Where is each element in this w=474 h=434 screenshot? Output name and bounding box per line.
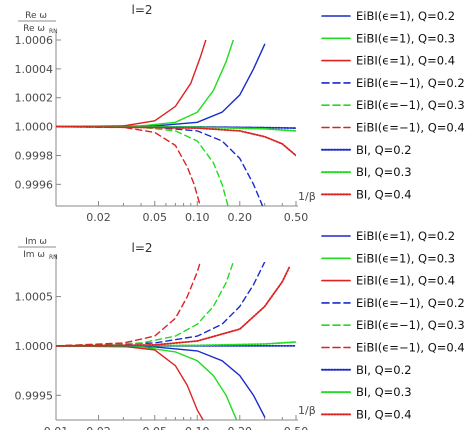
series-line-3 xyxy=(56,345,204,420)
legend-label: EiBI(ϵ=1), Q=0.3 xyxy=(356,31,455,45)
series-line-9 xyxy=(56,266,291,347)
chart-panel-1: 0.9996 0.9998 1.0000 1.0002 1.0004 1.0006 0.02… xyxy=(15,3,465,224)
x-tick-label: 0.01 xyxy=(44,425,69,430)
y-axis-label-subscript: RN xyxy=(49,28,58,35)
x-tick-label: 0.20 xyxy=(228,211,253,224)
series-line-3 xyxy=(56,40,207,128)
x-tick-label: 0.10 xyxy=(185,211,210,224)
y-axis-label-numerator: Im ω xyxy=(25,237,47,247)
y-tick-label: 1.0000 xyxy=(15,121,54,134)
legend-label: BI, Q=0.3 xyxy=(356,385,412,399)
series-group xyxy=(56,262,296,420)
y-tick-label: 1.0004 xyxy=(15,63,54,76)
series-line-2 xyxy=(56,40,234,128)
y-tick-label: 1.0005 xyxy=(15,291,54,304)
series-line-1 xyxy=(56,43,266,128)
y-tick-label: 0.9998 xyxy=(15,149,54,162)
x-tick-label: 0.50 xyxy=(284,211,309,224)
y-axis-label-subscript: RN xyxy=(49,254,58,261)
series-line-4 xyxy=(56,262,266,347)
x-axis-label: 1/β xyxy=(298,190,316,203)
legend-label: EiBI(ϵ=−1), Q=0.3 xyxy=(356,318,465,332)
y-axis-label-denominator: Re ω xyxy=(23,24,45,34)
x-tick-label: 0.50 xyxy=(284,425,309,430)
series-line-6 xyxy=(56,262,201,347)
series-line-9 xyxy=(56,125,296,157)
chart-title: l=2 xyxy=(131,3,152,17)
chart-title: l=2 xyxy=(131,241,152,255)
legend-label: EiBI(ϵ=1), Q=0.2 xyxy=(356,229,455,243)
x-axis-label: 1/β xyxy=(298,404,316,417)
x-tick-label: 0.02 xyxy=(86,425,111,430)
series-line-2 xyxy=(56,345,238,420)
series-line-6 xyxy=(56,125,201,206)
y-tick-label: 1.0002 xyxy=(15,92,54,105)
series-line-4 xyxy=(56,125,264,206)
legend-label: BI, Q=0.2 xyxy=(356,363,412,377)
x-tick-label: 0.10 xyxy=(185,425,210,430)
series-group xyxy=(56,40,296,206)
legend-label: EiBI(ϵ=−1), Q=0.4 xyxy=(356,121,465,135)
legend-label: EiBI(ϵ=1), Q=0.4 xyxy=(356,274,455,288)
legend-label: EiBI(ϵ=−1), Q=0.2 xyxy=(356,76,465,90)
legend-label: EiBI(ϵ=1), Q=0.4 xyxy=(356,54,455,68)
x-tick-label: 0.20 xyxy=(228,425,253,430)
legend-label: EiBI(ϵ=1), Q=0.2 xyxy=(356,9,455,23)
legend-label: EiBI(ϵ=−1), Q=0.2 xyxy=(356,296,465,310)
chart-panel-2: 0.9995 1.0000 1.0005 0.01 0.02 0.05 0.10 0.20 0.… xyxy=(15,229,465,434)
x-tick-label: 0.05 xyxy=(142,425,167,430)
y-tick-label: 1.0000 xyxy=(15,340,54,353)
series-line-5 xyxy=(56,125,229,206)
legend-label: EiBI(ϵ=−1), Q=0.3 xyxy=(356,98,465,112)
legend-label: BI, Q=0.4 xyxy=(356,187,412,201)
y-axis-label-denominator: Im ω xyxy=(23,250,45,260)
series-line-1 xyxy=(56,345,266,418)
legend-label: EiBI(ϵ=−1), Q=0.4 xyxy=(356,341,465,355)
series-line-5 xyxy=(56,262,234,347)
legend-label: EiBI(ϵ=1), Q=0.3 xyxy=(356,251,455,265)
legend-label: BI, Q=0.4 xyxy=(356,407,412,421)
y-tick-label: 0.9995 xyxy=(15,389,54,402)
y-tick-label: 1.0006 xyxy=(15,34,54,47)
x-tick-label: 0.05 xyxy=(142,211,167,224)
y-axis-label-numerator: Re ω xyxy=(25,11,47,21)
legend-label: BI, Q=0.3 xyxy=(356,165,412,179)
x-tick-label: 0.02 xyxy=(86,211,111,224)
legend-label: BI, Q=0.2 xyxy=(356,143,412,157)
y-tick-label: 0.9996 xyxy=(15,178,54,191)
